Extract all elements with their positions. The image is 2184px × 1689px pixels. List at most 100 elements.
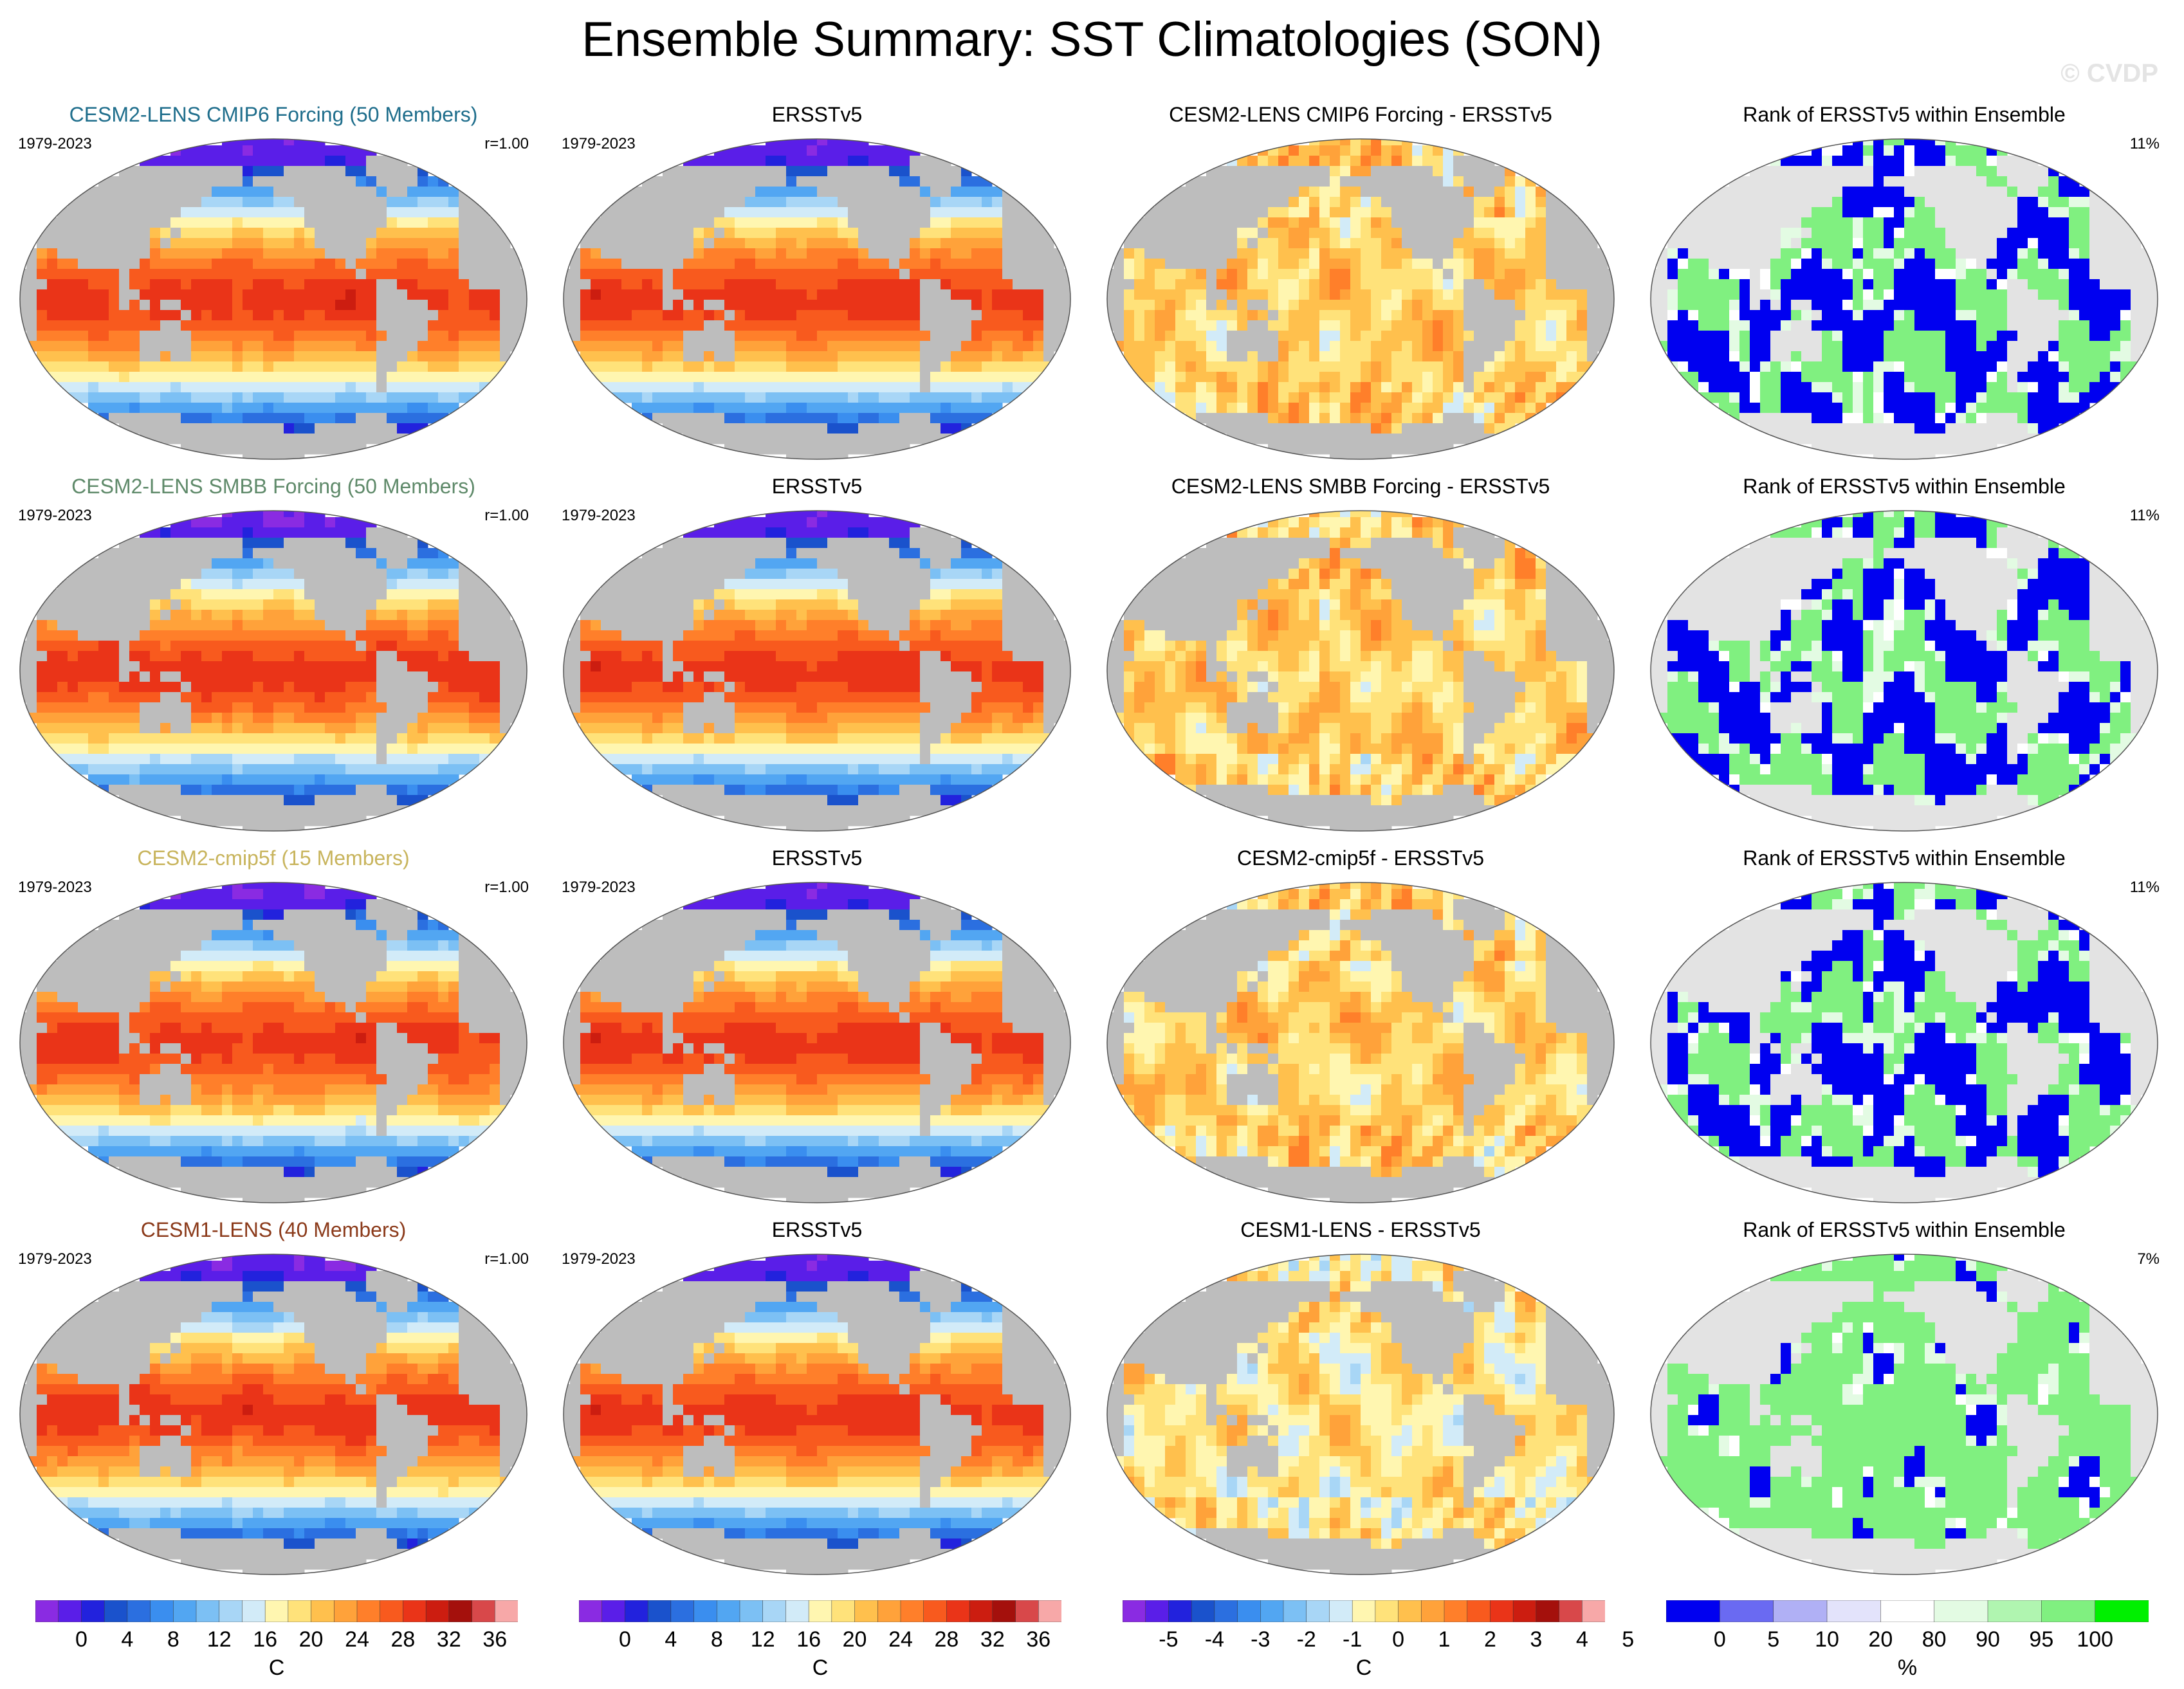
- model-map-field: [20, 882, 527, 1203]
- map-outline: [19, 882, 528, 1203]
- colorbar-tick-label: 0: [1392, 1627, 1404, 1652]
- colorbar-swatch: [900, 1600, 924, 1623]
- map-outline: [563, 1254, 1071, 1575]
- model-map: [16, 507, 531, 835]
- colorbar-swatch: [58, 1600, 82, 1623]
- watermark: © CVDP: [2060, 59, 2158, 88]
- panel-title: CESM1-LENS (40 Members): [6, 1218, 540, 1242]
- rank-map-field: [1651, 139, 2158, 459]
- years-label: 1979-2023: [18, 1250, 92, 1268]
- colorbar-swatch: [1720, 1600, 1774, 1623]
- rank-percent-label: 11%: [2130, 135, 2160, 153]
- colorbar-swatch: [1329, 1600, 1353, 1623]
- correlation-label: r=1.00: [484, 1250, 529, 1268]
- colorbar-swatch: [717, 1600, 740, 1623]
- page-title: Ensemble Summary: SST Climatologies (SON…: [0, 12, 2184, 68]
- panel-rank-row1: Rank of ERSSTv5 within Ensemble 11%: [1637, 103, 2171, 463]
- colorbar-swatch: [2041, 1600, 2096, 1623]
- colorbar-swatch: [969, 1600, 993, 1623]
- panel-obs-row2: ERSSTv5 1979-2023: [550, 475, 1084, 835]
- colorbar-tick-label: -5: [1159, 1627, 1178, 1652]
- colorbar-tick-label: 16: [253, 1627, 277, 1652]
- colorbar-tick-label: 10: [1815, 1627, 1839, 1652]
- colorbar-swatch: [127, 1600, 151, 1623]
- model-map-field: [20, 1254, 527, 1575]
- panel-title: CESM2-LENS SMBB Forcing (50 Members): [6, 475, 540, 498]
- colorbar-tick-label: -3: [1251, 1627, 1270, 1652]
- map-outline: [1106, 1254, 1615, 1575]
- colorbar-swatch: [831, 1600, 856, 1623]
- colorbar-swatch: [1773, 1600, 1828, 1623]
- colorbar-swatch: [448, 1600, 473, 1623]
- colorbar-swatch: [785, 1600, 809, 1623]
- colorbar-tick-label: -2: [1297, 1627, 1316, 1652]
- colorbar-swatch: [1306, 1600, 1330, 1623]
- diff-map-field: [1107, 882, 1614, 1203]
- colorbar-swatch: [739, 1600, 764, 1623]
- colorbar-swatch: [1283, 1600, 1307, 1623]
- panel-diff-row2: CESM2-LENS SMBB Forcing - ERSSTv5: [1094, 475, 1628, 835]
- map-outline: [563, 882, 1071, 1203]
- colorbar-tick-label: 32: [980, 1627, 1005, 1652]
- colorbar-tick-label: 5: [1767, 1627, 1779, 1652]
- colorbar-swatch: [472, 1600, 496, 1623]
- colorbar-swatches: [1122, 1600, 1606, 1623]
- model-map-field: [20, 139, 527, 459]
- colorbar-tick-label: 24: [888, 1627, 913, 1652]
- obs-map-field: [564, 511, 1070, 831]
- rank-percent-label: 11%: [2130, 879, 2160, 897]
- colorbar-tick-label: -1: [1343, 1627, 1362, 1652]
- colorbar-tick-label: 3: [1530, 1627, 1542, 1652]
- map-outline: [563, 510, 1071, 832]
- colorbar-swatch: [1191, 1600, 1215, 1623]
- colorbar-swatch: [403, 1600, 427, 1623]
- map-outline: [1106, 138, 1615, 460]
- colorbar-swatch: [877, 1600, 901, 1623]
- colorbar-swatches: [35, 1600, 518, 1623]
- model-map: [16, 879, 531, 1207]
- obs-map: [560, 879, 1074, 1207]
- rank-map: [1647, 879, 2161, 1207]
- panel-title: ERSSTv5: [550, 846, 1084, 870]
- map-outline: [19, 138, 528, 460]
- panel-title: CESM2-cmip5f - ERSSTv5: [1094, 846, 1628, 870]
- diff-map-field: [1107, 1254, 1614, 1575]
- colorbar-swatch: [356, 1600, 381, 1623]
- panel-rank-row2: Rank of ERSSTv5 within Ensemble 11%: [1637, 475, 2171, 835]
- rank-map-field: [1651, 511, 2158, 831]
- map-outline: [19, 1254, 528, 1575]
- panel-title: CESM2-LENS CMIP6 Forcing (50 Members): [6, 103, 540, 127]
- colorbar-swatch: [762, 1600, 787, 1623]
- colorbar-unit: C: [1123, 1656, 1605, 1681]
- colorbar-swatch: [81, 1600, 105, 1623]
- panel-rank-row3: Rank of ERSSTv5 within Ensemble 11%: [1637, 846, 2171, 1207]
- panel-title: Rank of ERSSTv5 within Ensemble: [1637, 1218, 2171, 1242]
- colorbar-tick-label: 12: [751, 1627, 775, 1652]
- colorbar-swatch: [1987, 1600, 2042, 1623]
- colorbar-swatch: [1375, 1600, 1399, 1623]
- colorbar-swatch: [219, 1600, 243, 1623]
- colorbar-swatch: [1559, 1600, 1583, 1623]
- map-outline: [563, 138, 1071, 460]
- obs-map: [560, 1250, 1074, 1578]
- obs-map: [560, 135, 1074, 463]
- colorbar-swatch: [1536, 1600, 1560, 1623]
- colorbar-tick-label: 28: [391, 1627, 416, 1652]
- years-label: 1979-2023: [562, 507, 636, 525]
- colorbar-swatch: [1444, 1600, 1468, 1623]
- colorbar-4: 0 5 10 20 80 90 95 100%: [1666, 1600, 2149, 1680]
- years-label: 1979-2023: [18, 135, 92, 153]
- colorbar-tick-label: 100: [2077, 1627, 2113, 1652]
- colorbar-tick-label: 8: [167, 1627, 179, 1652]
- colorbar-swatches: [578, 1600, 1062, 1623]
- panel-title: CESM2-cmip5f (15 Members): [6, 846, 540, 870]
- colorbar-1: 0 4 8 12 16 20 24 28 32 36 C: [35, 1600, 518, 1680]
- panel-model-row3: CESM2-cmip5f (15 Members) 1979-2023 r=1.00: [6, 846, 540, 1207]
- colorbar-3: -5 -4 -3 -2 -1 0 1 2 3 4 5 C: [1122, 1600, 1634, 1680]
- colorbar-tick-label: 8: [711, 1627, 723, 1652]
- colorbar-swatch: [578, 1600, 603, 1623]
- colorbar-tick-label: 0: [75, 1627, 87, 1652]
- colorbar-swatch: [495, 1600, 518, 1623]
- panel-title: CESM2-LENS CMIP6 Forcing - ERSSTv5: [1094, 103, 1628, 127]
- colorbar-swatch: [1015, 1600, 1040, 1623]
